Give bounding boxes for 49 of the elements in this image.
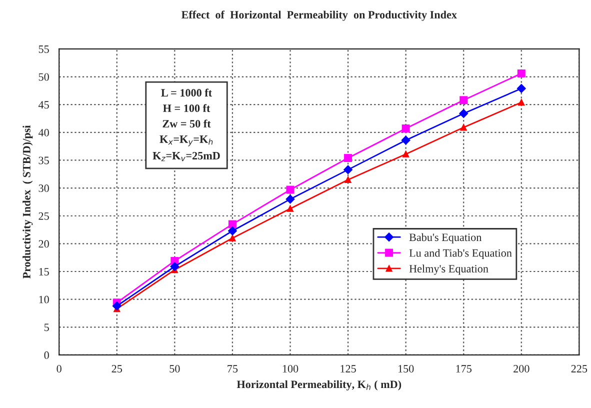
point <box>460 124 467 131</box>
x-tick-label: 225 <box>571 365 588 372</box>
point <box>228 220 236 228</box>
y-tick-label: 55 <box>38 46 49 53</box>
point <box>517 69 526 78</box>
x-tick-label: 75 <box>228 365 238 372</box>
point <box>228 226 237 236</box>
x-tick-label: 100 <box>282 365 298 372</box>
x-tick-label: 25 <box>112 365 122 372</box>
point <box>344 176 352 184</box>
y-tick-label: 25 <box>38 212 49 220</box>
point <box>460 96 468 104</box>
x-tick-label: 0 <box>56 365 62 372</box>
point <box>170 262 180 271</box>
y-tick-label: 45 <box>38 101 49 109</box>
y-tick-label: 50 <box>38 73 49 81</box>
y-tick-label: 20 <box>38 240 49 248</box>
point <box>402 150 410 158</box>
text: L = 1000 ft H = 100 ft Zw = 50 ft K$_{x}$=K$_{y}$=K$_{h}$ K$_{z}$=K$_{v}$=25mD <box>152 88 220 162</box>
point <box>401 136 410 145</box>
x-tick-label: 125 <box>340 365 356 372</box>
point <box>229 234 236 242</box>
y-tick-label: 30 <box>38 184 49 192</box>
y-tick-label: 10 <box>39 296 49 304</box>
y-tick-label: 40 <box>38 128 49 136</box>
y-tick-label: 35 <box>38 156 49 164</box>
point <box>286 186 294 194</box>
legend-label: Helmy's Equation <box>409 264 488 275</box>
y-tick-label: 5 <box>44 324 49 332</box>
x-tick-label: 50 <box>170 365 180 372</box>
point <box>518 99 525 106</box>
y-axis-title: Productivity Index ( STB/D)/psi <box>22 125 33 279</box>
point <box>344 165 352 174</box>
y-tick-label: 15 <box>39 268 49 276</box>
chart-title: Effect of Horizontal Permeability on Productivity Index <box>181 10 457 21</box>
point <box>516 84 526 93</box>
x-axis-title: Horizontal Permeability, K$_{h}$ ( mD) <box>236 380 402 390</box>
point <box>459 109 468 118</box>
x-tick-label: 175 <box>456 365 472 372</box>
legend-label: Babu's Equation <box>409 233 482 244</box>
legend-label: Lu and Tiab's Equation <box>409 248 512 260</box>
x-tick-label: 200 <box>514 365 530 372</box>
point <box>344 154 352 162</box>
point <box>112 302 122 310</box>
point <box>286 205 294 212</box>
x-tick-label: 150 <box>398 365 414 372</box>
y-tick-label: 0 <box>44 351 49 359</box>
point <box>402 124 410 133</box>
point <box>286 194 295 204</box>
